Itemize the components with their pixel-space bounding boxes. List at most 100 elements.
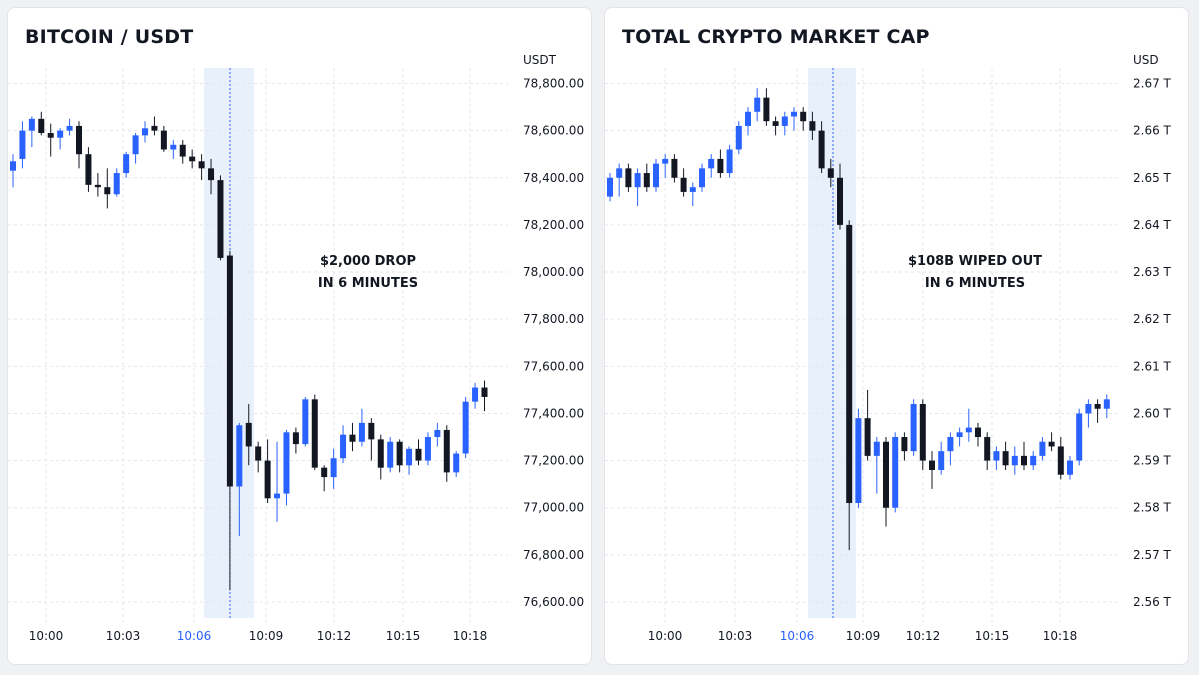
candle-body-down (377, 439, 384, 468)
candle-body-down (76, 125, 83, 155)
candle-body-up (142, 128, 149, 136)
x-tick-label: 10:15 (386, 629, 421, 643)
candle-body-down (160, 130, 167, 150)
candle-body-up (855, 418, 862, 504)
candle-body-down (680, 177, 687, 192)
candle-body-up (358, 422, 365, 442)
candle-body-up (132, 135, 139, 155)
candle-body-up (434, 429, 441, 438)
candle-body-up (965, 427, 972, 433)
candle-body-up (123, 154, 130, 174)
y-tick-label: 2.65 T (1133, 171, 1172, 185)
candle-body-up (781, 116, 788, 126)
candle-body-down (179, 144, 186, 157)
candle-body-up (892, 437, 899, 508)
candle-body-down (396, 441, 403, 466)
candle-body-up (938, 451, 945, 471)
candle-body-down (255, 446, 262, 461)
candle-body-down (47, 132, 54, 138)
y-tick-label: 76,600.00 (523, 595, 584, 609)
candle-body-up (735, 125, 742, 150)
candle-body-up (302, 399, 309, 445)
y-tick-label: 2.56 T (1133, 595, 1172, 609)
y-tick-label: 77,400.00 (523, 406, 584, 420)
candle-body-up (19, 130, 26, 159)
y-axis-unit: USD (1133, 53, 1159, 67)
candle-body-down (929, 460, 935, 471)
candle-body-down (818, 130, 825, 169)
x-tick-label: 10:09 (249, 629, 284, 643)
y-tick-label: 2.62 T (1133, 312, 1172, 326)
candle-body-up (699, 168, 705, 188)
candle-body-down (217, 180, 224, 258)
y-tick-label: 2.61 T (1133, 359, 1172, 373)
y-tick-label: 77,000.00 (523, 501, 584, 515)
candle-body-up (791, 111, 797, 117)
candle-body-up (453, 453, 460, 473)
candle-body-down (800, 111, 807, 122)
candle-body-down (763, 97, 770, 122)
candle-body-down (349, 434, 356, 442)
candle-body-down (415, 448, 422, 461)
candle-body-down (292, 432, 299, 445)
candle-body-up (340, 434, 347, 459)
y-tick-label: 2.67 T (1133, 77, 1172, 91)
y-tick-label: 2.64 T (1133, 218, 1172, 232)
candle-body-up (745, 111, 751, 126)
x-tick-label: 10:03 (106, 629, 141, 643)
x-tick-label: 10:09 (846, 629, 881, 643)
candle-body-down (245, 422, 252, 447)
candle-body-up (1011, 455, 1018, 466)
candle-body-down (625, 168, 632, 188)
candle-body-down (827, 168, 834, 178)
x-tick-label: 10:06 (780, 629, 815, 643)
candle-body-up (28, 118, 35, 131)
candle-body-down (1094, 404, 1101, 409)
candle-body-down (151, 125, 158, 131)
y-tick-label: 2.66 T (1133, 124, 1172, 138)
candle-body-up (472, 387, 479, 402)
candle-body-down (321, 467, 328, 478)
candle-body-up (1103, 399, 1110, 409)
candle-body-down (809, 121, 816, 131)
annotation-line-1: $2,000 DROP (320, 254, 416, 269)
candle-body-down (94, 184, 101, 188)
candle-body-down (189, 156, 196, 162)
candle-body-down (208, 168, 215, 181)
candle-body-up (726, 149, 733, 174)
y-tick-label: 2.60 T (1133, 406, 1172, 420)
candle-body-up (1039, 441, 1046, 456)
candle-body-up (662, 158, 669, 164)
candle-body-up (1030, 455, 1037, 466)
candle-body-down (1057, 446, 1064, 475)
y-tick-label: 2.59 T (1133, 454, 1172, 468)
candle-body-down (481, 387, 488, 397)
candle-body-down (198, 161, 205, 169)
candle-body-up (274, 493, 281, 499)
candle-body-up (236, 425, 243, 487)
y-tick-label: 78,600.00 (523, 124, 584, 138)
y-tick-label: 78,200.00 (523, 218, 584, 232)
chart-title: TOTAL CRYPTO MARKET CAP (622, 26, 930, 48)
candle-body-up (634, 173, 641, 188)
candle-body-down (846, 224, 853, 504)
candle-body-down (643, 173, 650, 188)
candle-body-down (38, 118, 45, 133)
candle-body-down (368, 422, 375, 440)
candle-body-down (864, 418, 871, 456)
candle-body-up (10, 161, 16, 171)
candle-body-up (653, 163, 659, 188)
candle-body-down (311, 399, 318, 468)
candle-body-down (837, 177, 843, 225)
chart-title: BITCOIN / USDT (25, 26, 194, 48)
candle-body-down (443, 429, 450, 473)
annotation-line-2: IN 6 MINUTES (318, 276, 418, 291)
candle-body-down (1021, 455, 1027, 466)
y-tick-label: 77,200.00 (523, 454, 584, 468)
candle-body-up (57, 130, 64, 138)
candle-body-up (387, 441, 394, 468)
candle-body-up (607, 177, 613, 197)
bitcoin-usdt-chart-panel: BITCOIN / USDT USDT 78,800.00 78,600.00 78,… (7, 7, 592, 665)
candle-body-up (956, 432, 963, 438)
y-tick-label: 2.57 T (1133, 548, 1172, 562)
